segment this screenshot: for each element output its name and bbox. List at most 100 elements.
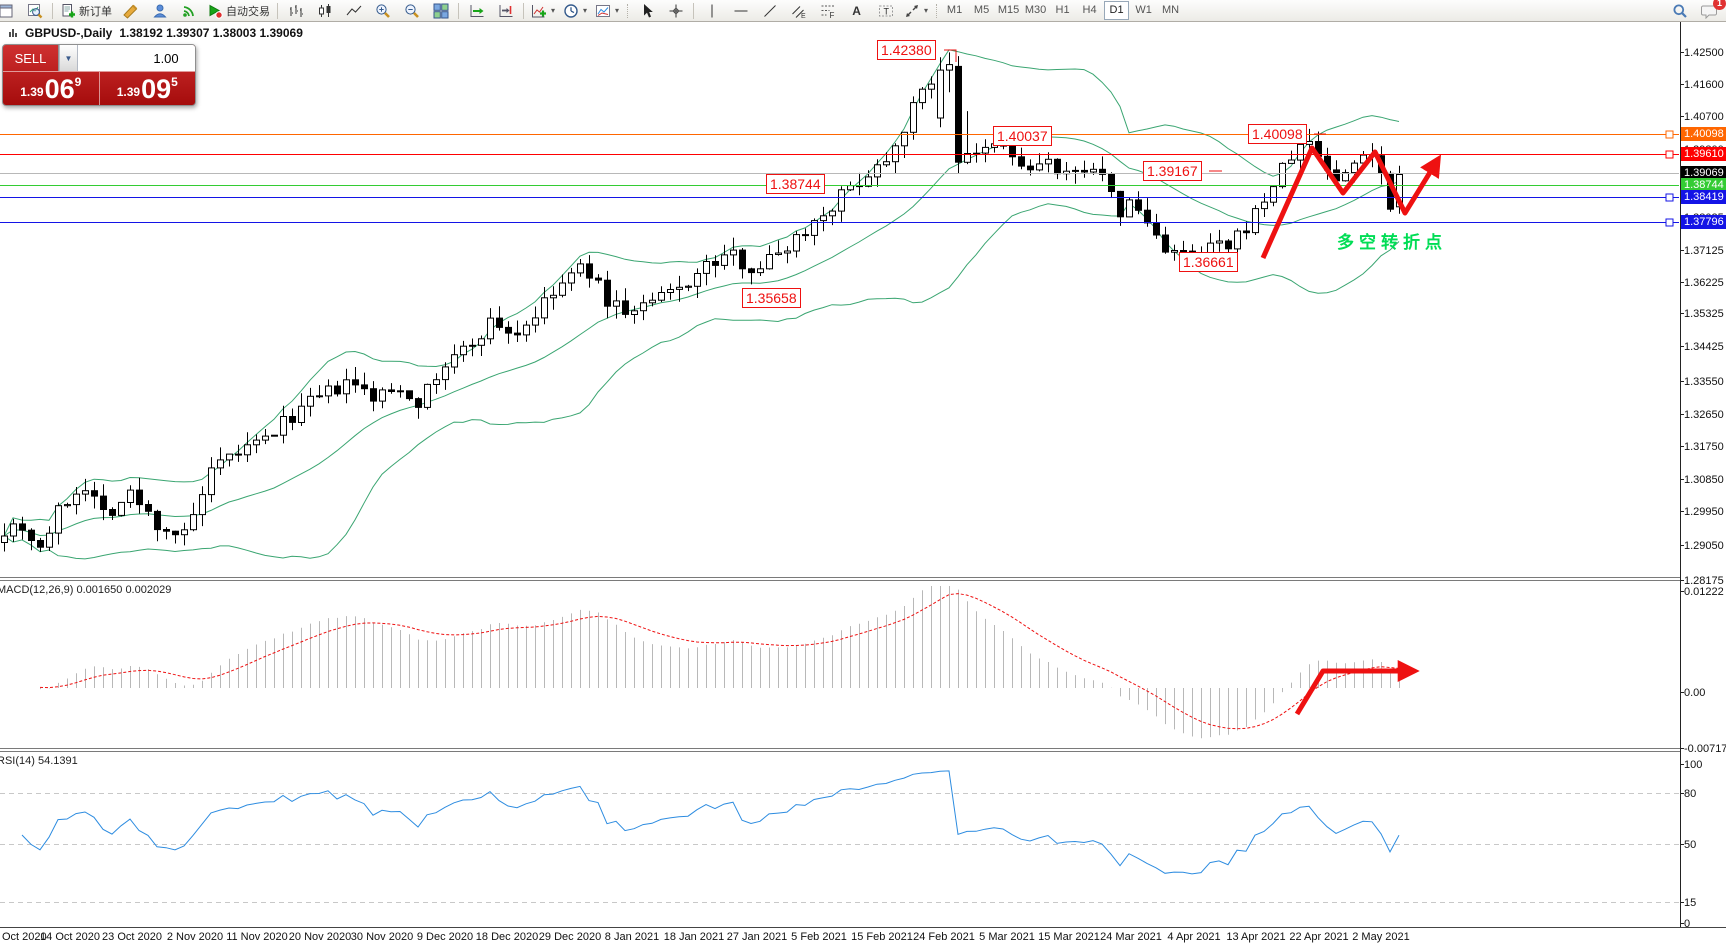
price-line-tag: 1.39610 bbox=[1681, 147, 1726, 161]
rsi-label: RSI(14) 54.1391 bbox=[0, 755, 78, 767]
zoom-out-button[interactable] bbox=[398, 0, 425, 21]
zoom-in-button[interactable] bbox=[369, 0, 396, 21]
templates-icon bbox=[596, 4, 611, 17]
autotrading-button[interactable]: 自动交易 bbox=[204, 0, 273, 21]
chart-window-button[interactable] bbox=[0, 0, 19, 21]
arrows-button[interactable]: ▾ bbox=[901, 0, 931, 21]
buy-price-base: 1.39 bbox=[116, 85, 141, 99]
macd-axis-label: -0.007173 bbox=[1684, 743, 1726, 755]
toolbar: 新订单 自动交易 bbox=[0, 0, 1726, 22]
search-button[interactable] bbox=[1666, 0, 1693, 21]
timeframe-m5[interactable]: M5 bbox=[973, 4, 990, 16]
cursor-button[interactable] bbox=[633, 0, 660, 21]
toolbar-separator bbox=[693, 2, 695, 19]
equidistant-channel-button[interactable]: E bbox=[785, 0, 812, 21]
line-chart-button[interactable] bbox=[340, 0, 367, 21]
fibonacci-icon: F bbox=[821, 5, 835, 19]
price-annotation-label[interactable]: 1.39167 bbox=[1143, 161, 1202, 181]
templates-button[interactable]: ▾ bbox=[592, 0, 622, 21]
chart-symbol-icon bbox=[9, 29, 17, 37]
date-axis-label: 30 Nov 2020 bbox=[350, 931, 414, 943]
text-label-button[interactable]: T bbox=[872, 0, 899, 21]
date-axis-label: 14 Oct 2020 bbox=[40, 931, 100, 943]
chart-note-text[interactable]: 多空转折点 bbox=[1337, 233, 1447, 252]
crosshair-button[interactable] bbox=[662, 0, 689, 21]
buy-price[interactable]: 1.39 09 5 bbox=[100, 72, 196, 105]
chart-window-icon bbox=[0, 4, 12, 17]
price-axis-label: 1.34425 bbox=[1684, 341, 1724, 353]
equidistant-channel-icon: E bbox=[791, 5, 806, 19]
notification-count-badge: 1 bbox=[1713, 0, 1726, 10]
new-order-button[interactable]: 新订单 bbox=[57, 0, 115, 21]
price-zigzag-arrow[interactable] bbox=[1260, 145, 1442, 260]
price-annotation-label[interactable]: 1.42380 bbox=[877, 40, 936, 60]
timeframe-w1[interactable]: W1 bbox=[1135, 4, 1152, 16]
price-annotation-label[interactable]: 1.38744 bbox=[766, 174, 825, 194]
price-line-tag: 1.37796 bbox=[1681, 215, 1726, 229]
market-watch-button[interactable] bbox=[21, 0, 48, 21]
macd-signal-line bbox=[39, 593, 1400, 730]
price-axis-label: 1.31750 bbox=[1684, 441, 1724, 453]
chart-symbol-period: GBPUSD-,Daily bbox=[25, 26, 113, 40]
rsi-axis-label: 15 bbox=[1684, 897, 1697, 909]
label-letter: T bbox=[883, 6, 889, 16]
vertical-line-button[interactable] bbox=[698, 0, 725, 21]
price-annotation-label[interactable]: 1.40037 bbox=[993, 126, 1052, 146]
community-button[interactable] bbox=[146, 0, 173, 21]
signals-button[interactable] bbox=[175, 0, 202, 21]
auto-scroll-button[interactable] bbox=[463, 0, 490, 21]
periods-button[interactable]: ▾ bbox=[560, 0, 590, 21]
timeframe-h1[interactable]: H1 bbox=[1055, 4, 1070, 16]
tile-windows-button[interactable] bbox=[427, 0, 454, 21]
volume-input[interactable] bbox=[78, 45, 195, 71]
price-axis-label: 1.42500 bbox=[1684, 47, 1724, 59]
chart-shift-icon bbox=[499, 4, 512, 17]
bar-chart-button[interactable] bbox=[282, 0, 309, 21]
sell-button[interactable]: SELL bbox=[14, 50, 47, 66]
text-button[interactable]: A bbox=[843, 0, 870, 21]
toolbar-separator bbox=[52, 2, 53, 19]
zoom-out-icon bbox=[404, 3, 419, 18]
timeframe-m30[interactable]: M30 bbox=[1024, 4, 1047, 16]
date-axis-label: 4 Apr 2021 bbox=[1167, 931, 1221, 943]
bar-chart-icon bbox=[289, 4, 303, 17]
price-line-tag: 1.40098 bbox=[1681, 127, 1726, 141]
macd-trend-arrow[interactable] bbox=[1294, 659, 1420, 716]
date-axis-label: 18 Dec 2020 bbox=[475, 931, 539, 943]
volume-decrease-button[interactable]: ▼ bbox=[59, 45, 78, 71]
one-click-trading-panel: SELL ▼ ▲ BUY 1.39 06 9 1.39 09 5 bbox=[2, 44, 196, 106]
timeframe-m1[interactable]: M1 bbox=[946, 4, 963, 16]
price-annotation-label[interactable]: 1.35658 bbox=[742, 288, 801, 308]
timeframe-m15[interactable]: M15 bbox=[997, 4, 1020, 16]
arrows-dropdown-caret: ▾ bbox=[924, 6, 929, 15]
price-axis-label: 1.29950 bbox=[1684, 506, 1724, 518]
sell-price-base: 1.39 bbox=[20, 85, 44, 99]
date-axis-label: Oct 2020 bbox=[2, 931, 47, 943]
pane-separators bbox=[0, 21, 1726, 928]
macd-axis-label: 0.00 bbox=[1684, 687, 1706, 699]
metaquotes-button[interactable] bbox=[117, 0, 144, 21]
timeframe-d1[interactable]: D1 bbox=[1104, 1, 1130, 20]
timeframe-mn[interactable]: MN bbox=[1162, 4, 1180, 16]
timeframe-h4[interactable]: H4 bbox=[1082, 4, 1097, 16]
chart-shift-button[interactable] bbox=[492, 0, 519, 21]
candlesticks[interactable] bbox=[1, 52, 1403, 552]
candlestick-chart-button[interactable] bbox=[311, 0, 338, 21]
horizontal-line-button[interactable] bbox=[727, 0, 754, 21]
price-line-tag: 1.39069 bbox=[1681, 166, 1726, 180]
sell-price[interactable]: 1.39 06 9 bbox=[3, 72, 100, 105]
fibonacci-button[interactable]: F bbox=[814, 0, 841, 21]
trendline-icon bbox=[763, 4, 776, 17]
fibo-letter: F bbox=[829, 11, 834, 19]
indicators-button[interactable]: ▾ bbox=[528, 0, 558, 21]
toolbar-separator bbox=[523, 2, 524, 19]
price-annotation-label[interactable]: 1.40098 bbox=[1248, 124, 1307, 144]
price-annotation-label[interactable]: 1.36661 bbox=[1179, 252, 1238, 272]
trendline-button[interactable] bbox=[756, 0, 783, 21]
text-icon: A bbox=[852, 3, 861, 18]
toolbar-grip bbox=[936, 3, 938, 18]
notifications-button[interactable]: 1 bbox=[1695, 0, 1726, 21]
price-axis-label: 1.40700 bbox=[1684, 111, 1724, 123]
